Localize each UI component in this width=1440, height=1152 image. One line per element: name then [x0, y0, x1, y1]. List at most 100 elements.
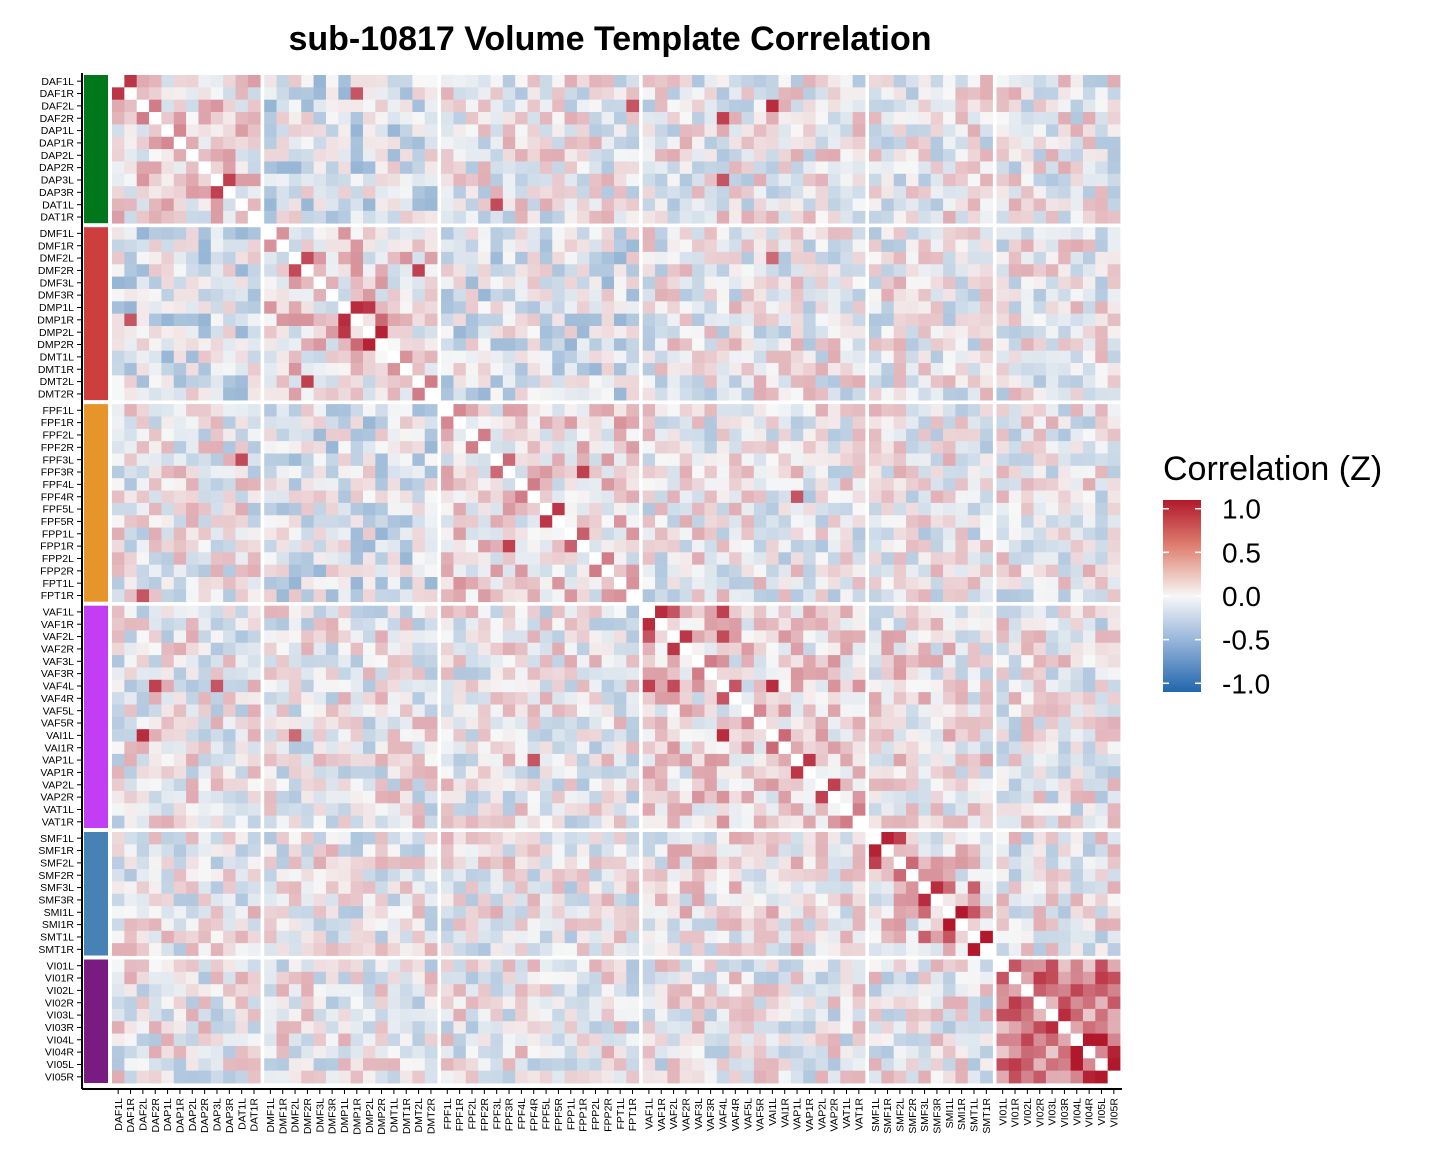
heatmap-cell [375, 729, 389, 742]
heatmap-cell [679, 363, 693, 376]
heatmap-cell [387, 552, 401, 566]
heatmap-cell [980, 815, 993, 829]
heatmap-cell [576, 112, 590, 125]
heatmap-cell [264, 149, 277, 162]
heatmap-cell [301, 692, 314, 705]
heatmap-cell [453, 564, 467, 578]
heatmap-cell [453, 790, 467, 804]
heatmap-cell [1082, 338, 1096, 352]
heatmap-cell [980, 404, 993, 417]
heatmap-cell [576, 679, 590, 693]
heatmap-cell [375, 815, 389, 829]
heatmap-cell [325, 161, 339, 175]
heatmap-cell [276, 667, 290, 681]
heatmap-cell [614, 173, 627, 187]
heatmap-cell [753, 630, 767, 644]
heatmap-cell [967, 375, 981, 389]
heatmap-cell [601, 832, 615, 845]
heatmap-cell [490, 75, 504, 88]
heatmap-cell [552, 375, 565, 389]
heatmap-cell [350, 112, 364, 125]
heatmap-cell [564, 326, 578, 339]
heatmap-cell [852, 239, 866, 253]
heatmap-cell [906, 428, 919, 442]
heatmap-cell [490, 387, 504, 401]
heatmap-cell [852, 679, 866, 693]
heatmap-cell [655, 136, 668, 150]
heatmap-cell [667, 766, 681, 779]
heatmap-cell [827, 716, 841, 730]
heatmap-cell [478, 527, 491, 541]
heatmap-cell [692, 239, 705, 253]
heatmap-cell [906, 198, 919, 212]
heatmap-cell [313, 753, 327, 767]
heatmap-cell [453, 844, 467, 858]
heatmap-cell [301, 276, 314, 290]
heatmap-cell [264, 753, 277, 767]
heatmap-cell [729, 149, 742, 162]
heatmap-cell [766, 276, 779, 290]
heatmap-cell [527, 276, 541, 290]
heatmap-cell [642, 313, 656, 327]
heatmap-cell [655, 453, 668, 467]
heatmap-cell [852, 99, 866, 113]
heatmap-cell [424, 766, 438, 779]
heatmap-cell [350, 692, 364, 705]
heatmap-cell [301, 87, 314, 101]
heatmap-cell [301, 605, 314, 619]
heatmap-cell [478, 539, 491, 553]
heatmap-cell [424, 428, 438, 442]
heatmap-cell [1082, 173, 1096, 187]
heatmap-cell [161, 589, 175, 603]
heatmap-cell [716, 227, 730, 240]
heatmap-cell [478, 350, 491, 364]
heatmap-cell [441, 704, 454, 718]
heatmap-cell [288, 844, 302, 858]
heatmap-cell [815, 478, 829, 491]
heatmap-cell [1021, 766, 1034, 779]
heatmap-cell [1070, 667, 1084, 681]
heatmap-cell [441, 173, 454, 187]
heatmap-cell [1033, 124, 1047, 138]
heatmap-cell [247, 465, 261, 479]
heatmap-cell [502, 112, 516, 125]
heatmap-cell [235, 338, 249, 352]
heatmap-cell [186, 716, 199, 730]
heatmap-cell [173, 716, 187, 730]
heatmap-cell [313, 766, 327, 779]
heatmap-cell [996, 186, 1010, 199]
heatmap-cell [210, 815, 224, 829]
heatmap-cell [906, 803, 919, 817]
heatmap-cell [441, 112, 454, 125]
heatmap-cell [852, 589, 866, 603]
heatmap-cell [490, 605, 504, 619]
heatmap-cell [515, 251, 528, 265]
heatmap-cell [980, 326, 993, 339]
heatmap-cell [527, 428, 541, 442]
heatmap-cell [1058, 465, 1071, 479]
heatmap-cell [338, 350, 352, 364]
heatmap-cell [790, 515, 804, 528]
heatmap-cell [453, 679, 467, 693]
heatmap-cell [667, 149, 681, 162]
heatmap-cell [679, 313, 693, 327]
heatmap-cell [223, 515, 236, 528]
heatmap-cell [679, 478, 693, 491]
heatmap-cell [881, 210, 895, 224]
heatmap-cell [852, 350, 866, 364]
heatmap-cell [955, 741, 969, 755]
heatmap-cell [1107, 844, 1121, 858]
heatmap-cell [852, 778, 866, 792]
heatmap-cell [642, 124, 656, 138]
heatmap-cell [363, 753, 376, 767]
heatmap-cell [790, 198, 804, 212]
heatmap-cell [478, 552, 491, 566]
heatmap-cell [363, 313, 376, 327]
heatmap-cell [955, 716, 969, 730]
heatmap-cell [210, 326, 224, 339]
heatmap-cell [264, 465, 277, 479]
heatmap-cell [223, 210, 236, 224]
heatmap-cell [1082, 539, 1096, 553]
heatmap-cell [363, 276, 376, 290]
heatmap-cell [704, 375, 718, 389]
